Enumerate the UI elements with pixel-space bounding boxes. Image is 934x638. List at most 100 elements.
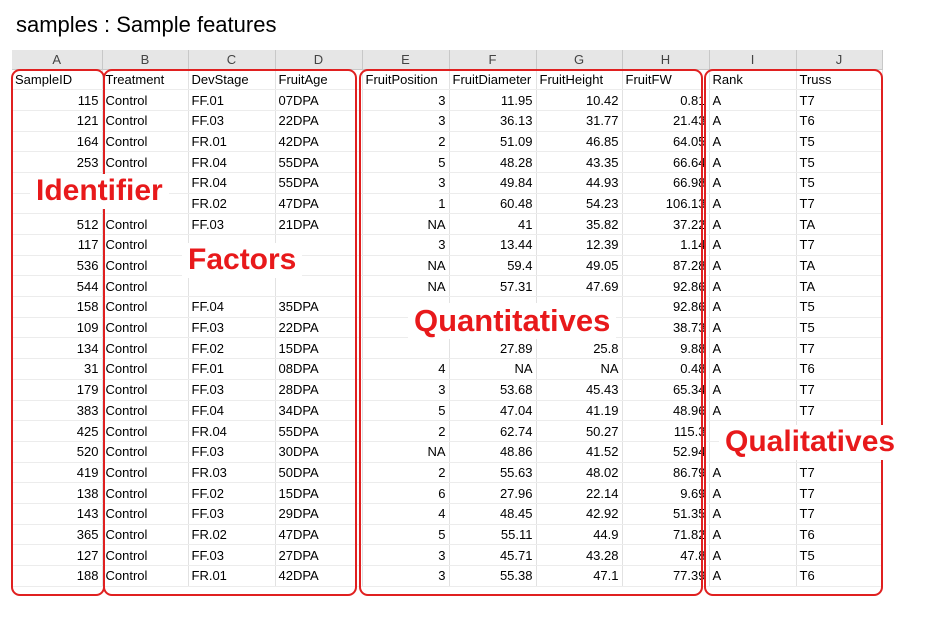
table-cell[interactable]: 383 xyxy=(12,400,103,422)
table-cell[interactable]: T7 xyxy=(796,482,883,504)
table-cell[interactable]: 41.52 xyxy=(536,441,623,463)
table-cell[interactable]: 13.44 xyxy=(449,234,537,256)
table-cell[interactable]: FF.03 xyxy=(188,441,276,463)
table-cell[interactable]: 22DPA xyxy=(275,317,363,339)
table-cell[interactable]: 59.4 xyxy=(449,255,537,277)
table-cell[interactable]: 143 xyxy=(12,503,103,525)
table-cell[interactable]: 31 xyxy=(12,358,103,380)
column-letter-i[interactable]: I xyxy=(709,50,797,70)
table-cell[interactable]: 109 xyxy=(12,317,103,339)
table-cell[interactable]: A xyxy=(709,151,797,173)
table-cell[interactable]: Control xyxy=(102,234,189,256)
table-cell[interactable]: 3 xyxy=(362,544,450,566)
table-cell[interactable]: NA xyxy=(362,275,450,298)
table-cell[interactable]: T7 xyxy=(796,379,883,401)
table-cell[interactable]: Control xyxy=(102,89,189,111)
table-cell[interactable]: T6 xyxy=(796,565,883,587)
table-cell[interactable]: 48.02 xyxy=(536,462,623,484)
header-cell-rank[interactable]: Rank xyxy=(709,69,797,91)
table-cell[interactable]: A xyxy=(709,544,797,566)
table-cell[interactable]: Control xyxy=(102,503,189,525)
table-cell[interactable]: 121 xyxy=(12,110,103,132)
table-cell[interactable]: 50.27 xyxy=(536,420,623,442)
table-cell[interactable]: FF.03 xyxy=(188,503,276,525)
table-cell[interactable]: NA xyxy=(362,255,450,277)
table-cell[interactable]: 3 xyxy=(362,379,450,401)
table-cell[interactable]: FF.04 xyxy=(188,296,276,318)
table-cell[interactable]: 66.98 xyxy=(622,172,710,194)
table-cell[interactable]: Control xyxy=(102,317,189,339)
table-cell[interactable]: T5 xyxy=(796,317,883,339)
table-cell[interactable]: T5 xyxy=(796,151,883,173)
table-cell[interactable]: 34DPA xyxy=(275,400,363,422)
table-cell[interactable]: 47.8 xyxy=(622,544,710,566)
table-cell[interactable]: FF.04 xyxy=(188,400,276,422)
column-letter-a[interactable]: A xyxy=(12,50,103,70)
table-cell[interactable]: Control xyxy=(102,255,189,277)
table-cell[interactable]: 60.48 xyxy=(449,193,537,215)
table-cell[interactable]: 12.39 xyxy=(536,234,623,256)
table-cell[interactable]: 87.28 xyxy=(622,255,710,277)
table-cell[interactable]: FR.01 xyxy=(188,131,276,153)
table-cell[interactable]: FR.02 xyxy=(188,524,276,546)
table-cell[interactable]: Control xyxy=(102,379,189,401)
table-cell[interactable]: 3 xyxy=(362,172,450,194)
table-cell[interactable]: 115.3 xyxy=(622,420,710,442)
table-cell[interactable]: Control xyxy=(102,420,189,442)
table-cell[interactable]: 77.39 xyxy=(622,565,710,587)
column-letter-d[interactable]: D xyxy=(275,50,363,70)
table-cell[interactable]: 25.8 xyxy=(536,337,623,360)
table-cell[interactable]: 48.45 xyxy=(449,503,537,525)
table-cell[interactable]: Control xyxy=(102,462,189,484)
table-cell[interactable] xyxy=(362,337,450,360)
table-cell[interactable]: 134 xyxy=(12,337,103,360)
header-cell-sampleid[interactable]: SampleID xyxy=(12,69,103,91)
header-cell-treatment[interactable]: Treatment xyxy=(102,69,189,91)
table-cell[interactable]: FF.03 xyxy=(188,544,276,566)
table-cell[interactable]: 08DPA xyxy=(275,358,363,380)
table-cell[interactable]: 55DPA xyxy=(275,151,363,173)
table-cell[interactable]: 71.82 xyxy=(622,524,710,546)
table-cell[interactable]: 0.48 xyxy=(622,358,710,380)
table-cell[interactable]: T5 xyxy=(796,544,883,566)
table-cell[interactable]: 0.81 xyxy=(622,89,710,111)
table-cell[interactable]: 49.05 xyxy=(536,255,623,277)
table-cell[interactable]: Control xyxy=(102,544,189,566)
table-cell[interactable]: 54.23 xyxy=(536,193,623,215)
table-cell[interactable]: Control xyxy=(102,213,189,235)
table-cell[interactable]: 21.43 xyxy=(622,110,710,132)
table-cell[interactable]: NA xyxy=(362,213,450,235)
table-cell[interactable]: 15DPA xyxy=(275,482,363,504)
table-cell[interactable]: 11.95 xyxy=(449,89,537,111)
table-cell[interactable]: A xyxy=(709,317,797,339)
table-cell[interactable]: 5 xyxy=(362,151,450,173)
table-cell[interactable]: 55.63 xyxy=(449,462,537,484)
table-cell[interactable]: 35DPA xyxy=(275,296,363,318)
table-cell[interactable]: 92.86 xyxy=(622,275,710,298)
table-cell[interactable]: 43.35 xyxy=(536,151,623,173)
table-cell[interactable]: FR.01 xyxy=(188,565,276,587)
table-cell[interactable]: 07DPA xyxy=(275,89,363,111)
table-cell[interactable]: 127 xyxy=(12,544,103,566)
table-cell[interactable]: T5 xyxy=(796,172,883,194)
table-cell[interactable]: A xyxy=(709,358,797,380)
table-cell[interactable]: 179 xyxy=(12,379,103,401)
table-cell[interactable]: 27DPA xyxy=(275,544,363,566)
table-cell[interactable]: 6 xyxy=(362,482,450,504)
table-cell[interactable]: Control xyxy=(102,358,189,380)
table-cell[interactable]: A xyxy=(709,462,797,484)
table-cell[interactable]: A xyxy=(709,89,797,111)
table-cell[interactable]: 253 xyxy=(12,151,103,173)
table-cell[interactable]: 158 xyxy=(12,296,103,318)
table-cell[interactable]: A xyxy=(709,255,797,277)
table-cell[interactable]: 10.42 xyxy=(536,89,623,111)
table-cell[interactable]: T7 xyxy=(796,503,883,525)
table-cell[interactable]: 5 xyxy=(362,400,450,422)
table-cell[interactable]: A xyxy=(709,400,797,422)
table-cell[interactable]: A xyxy=(709,131,797,153)
table-cell[interactable]: A xyxy=(709,296,797,318)
table-cell[interactable]: T6 xyxy=(796,110,883,132)
column-letter-c[interactable]: C xyxy=(188,50,276,70)
table-cell[interactable]: 92.86 xyxy=(622,296,710,318)
table-cell[interactable]: 57.31 xyxy=(449,275,537,298)
